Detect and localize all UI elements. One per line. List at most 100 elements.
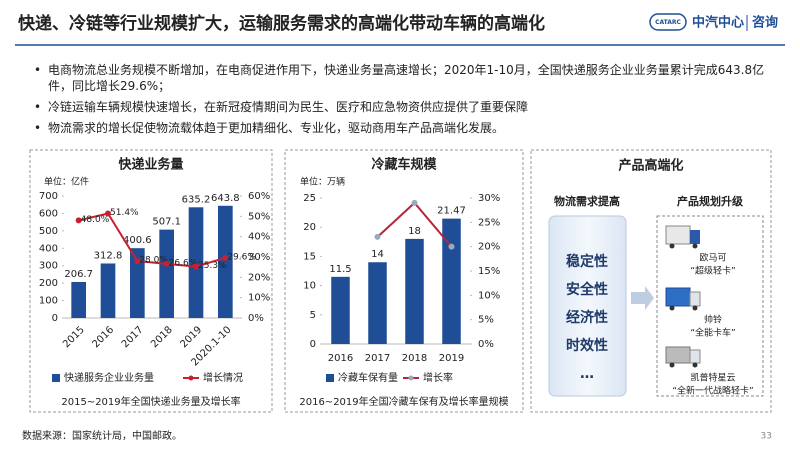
y2-tick-label: 40% [248, 232, 270, 243]
logo-brand: CATARC [655, 19, 681, 26]
x-tick-label: 2016 [90, 324, 116, 350]
products-box [656, 215, 764, 397]
data-label: 48.0% [81, 215, 110, 225]
data-label: 25.3% [198, 261, 227, 271]
x-tick-label: 2017 [120, 324, 146, 350]
y-tick-label: 400 [39, 243, 58, 254]
diagram-panel [530, 149, 772, 413]
y-tick-label: 700 [39, 191, 58, 202]
data-label: 400.6 [123, 235, 152, 246]
bar [442, 218, 461, 344]
need-item: 经济性 [566, 309, 608, 326]
truck-icon [665, 346, 701, 368]
y2-tick-label: 5% [478, 315, 494, 326]
needs-box [548, 215, 627, 397]
y2-tick-label: 15% [478, 266, 500, 277]
bar [159, 229, 174, 318]
chart-caption: 2015~2019年全国快递业务量及增长率 [61, 395, 240, 408]
y-tick-label: 100 [39, 296, 58, 307]
data-label: 21.47 [437, 206, 466, 217]
product-tagline: “超级轻卡” [690, 265, 735, 277]
need-item: … [580, 366, 594, 382]
y-tick-label: 5 [310, 310, 316, 321]
data-label: 51.4% [110, 208, 139, 218]
line-marker [222, 254, 229, 261]
data-label: 635.2 [182, 194, 211, 205]
chart-caption: 2016~2019年全国冷藏车保有及增长率量规模 [299, 395, 508, 408]
need-item: 安全性 [566, 281, 608, 298]
bar [331, 276, 350, 344]
slide-title: 快递、冷链等行业规模扩大，运输服务需求的高端化带动车辆的高端化 [18, 13, 545, 34]
bullet-list: 电商物流总业务规模不断增加，在电商促进作用下，快递业务量高速增长；2020年1-… [30, 62, 770, 141]
data-label: 206.7 [64, 269, 93, 280]
bar [71, 281, 86, 318]
data-label: 29.6% [227, 252, 256, 262]
y2-tick-label: 10% [248, 293, 270, 304]
chart-panel [284, 149, 524, 413]
product-tagline: “全能卡车” [690, 327, 735, 339]
line-marker [75, 217, 82, 224]
line-marker [193, 263, 199, 270]
product-name: 欧马可 [699, 252, 726, 264]
line-marker [374, 233, 381, 240]
y-tick-label: 0 [52, 313, 58, 324]
y-tick-label: 10 [303, 281, 316, 292]
y2-tick-label: 30% [478, 193, 500, 204]
x-tick-label: 2017 [365, 353, 390, 364]
y2-tick-label: 10% [478, 290, 500, 301]
x-tick-label: 2018 [149, 324, 175, 350]
line-marker [105, 210, 111, 217]
y2-tick-label: 50% [248, 211, 270, 222]
line-series [78, 212, 226, 268]
y-tick-label: 200 [39, 278, 58, 289]
diagram-title: 产品高端化 [618, 158, 683, 174]
bullet: 物流需求的增长促使物流载体趋于更加精细化、专业化，驱动商用车产品高端化发展。 [30, 120, 770, 136]
data-label: 643.8 [211, 193, 240, 204]
y2-tick-label: 30% [248, 252, 270, 263]
x-tick-label: 2018 [402, 353, 427, 364]
logo-badge [649, 13, 687, 31]
axis-unit: 单位：万辆 [300, 176, 345, 188]
x-tick-label: 2015 [61, 324, 87, 350]
legend-swatch [408, 375, 414, 381]
logo-name: 中汽中心 [692, 15, 744, 31]
y-tick-label: 0 [310, 339, 316, 350]
axis-unit: 单位：亿件 [44, 176, 89, 188]
product-name: 凯普特星云 [690, 372, 735, 384]
arrow [631, 286, 654, 310]
line-marker [163, 260, 170, 267]
y2-tick-label: 20% [248, 272, 270, 283]
legend-label: 快递服务企业业务量 [64, 371, 154, 384]
source-note: 数据来源：国家统计局，中国邮政。 [22, 429, 182, 442]
data-label: 26.6% [169, 258, 198, 268]
x-tick-label: 2019 [439, 353, 464, 364]
legend-swatch [52, 374, 60, 382]
chart-panel [29, 149, 273, 413]
legend-swatch [326, 374, 334, 382]
y2-tick-label: 25% [478, 217, 500, 228]
legend-label: 增长率 [423, 371, 453, 384]
x-tick-label: 2016 [328, 353, 353, 364]
chart-title: 快递业务量 [118, 157, 183, 173]
logo-sub: 咨询 [752, 15, 778, 31]
bullet: 冷链运输车辆规模快速增长，在新冠疫情期间为民生、医疗和应急物资供应提供了重要保障 [30, 99, 770, 115]
legend-label: 增长情况 [203, 371, 243, 384]
need-item: 时效性 [566, 337, 608, 354]
bar [188, 207, 204, 318]
y2-tick-label: 20% [478, 242, 500, 253]
bar [405, 238, 424, 344]
y-tick-label: 25 [303, 193, 316, 204]
data-label: 14 [371, 249, 384, 260]
y-tick-label: 300 [39, 261, 58, 272]
y-tick-label: 15 [303, 251, 316, 262]
bar [100, 263, 116, 318]
bar [218, 205, 233, 318]
product-tagline: “全新一代战略轻卡” [672, 385, 753, 397]
column-header: 物流需求提高 [554, 194, 620, 208]
y2-tick-label: 0% [248, 313, 264, 324]
product-name: 帅铃 [704, 314, 722, 326]
bar [130, 248, 145, 318]
legend-swatch [188, 375, 194, 381]
page-number: 33 [761, 432, 772, 442]
